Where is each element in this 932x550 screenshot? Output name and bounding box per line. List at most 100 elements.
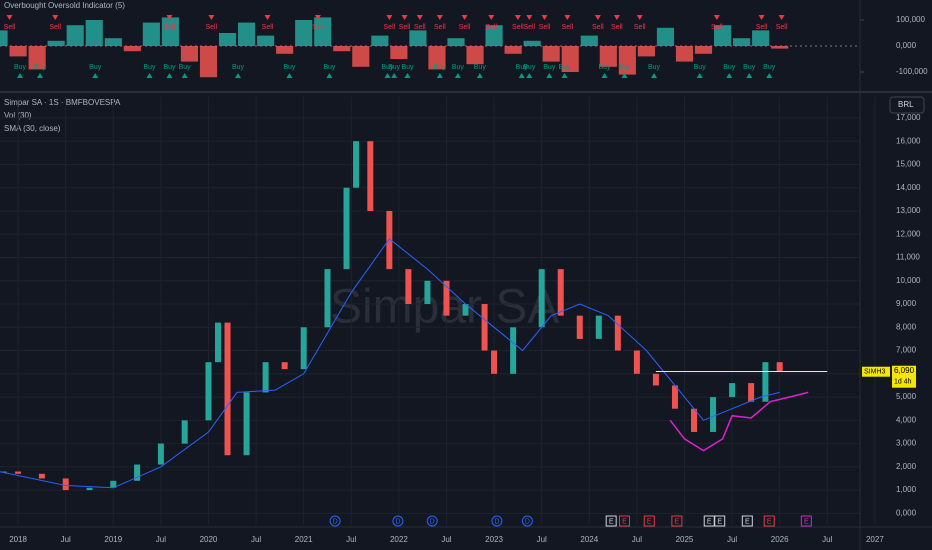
sell-marker — [314, 15, 321, 20]
buy-label: Buy — [763, 64, 776, 71]
buy-marker — [696, 73, 703, 78]
symbol: SIMH3 — [864, 369, 886, 376]
candle — [652, 373, 659, 386]
candle — [691, 408, 698, 432]
buy-marker — [234, 73, 241, 78]
buy-label: Buy — [283, 64, 296, 71]
x-tick-label: 2019 — [104, 535, 122, 544]
event-marker — [521, 515, 533, 527]
osc-bar — [694, 46, 713, 54]
y-tick-label: 5,000 — [896, 392, 917, 401]
osc-bar — [276, 46, 294, 54]
x-tick-label: 2020 — [200, 535, 218, 544]
osc-bar — [352, 46, 370, 67]
sell-label: Sell — [562, 24, 574, 31]
currency[interactable]: BRL — [898, 100, 914, 109]
buy-marker — [621, 73, 628, 78]
x-tick-label: Jul — [441, 535, 451, 544]
buy-label: Buy — [618, 64, 631, 71]
sell-marker — [416, 15, 423, 20]
osc-bar — [47, 40, 65, 46]
candle — [710, 397, 717, 432]
osc-bar — [85, 20, 103, 46]
candle — [38, 473, 45, 479]
currency-box[interactable] — [889, 96, 925, 114]
candle — [557, 269, 564, 316]
y-tick-label: 9,000 — [896, 299, 917, 308]
sell-label: Sell — [414, 24, 426, 31]
osc-bar — [161, 17, 179, 46]
y-tick-label: 2,000 — [896, 462, 917, 471]
y-tick-label: 10,000 — [896, 276, 921, 285]
osc-bar — [580, 35, 598, 46]
sell-label: Sell — [776, 24, 788, 31]
candle — [224, 322, 231, 456]
sell-label: Sell — [312, 24, 324, 31]
sell-marker — [461, 15, 468, 20]
event-marker — [741, 515, 753, 527]
buy-marker — [286, 73, 293, 78]
candle — [491, 350, 498, 374]
symbol-tag — [862, 366, 890, 377]
y-tick-label: 0,000 — [896, 41, 917, 50]
osc-bar — [257, 35, 275, 46]
buy-label: Buy — [34, 64, 47, 71]
buy-label: Buy — [743, 64, 756, 71]
osc-bar — [180, 46, 199, 62]
candle — [215, 322, 222, 363]
osc-bar — [409, 30, 427, 46]
y-tick-label: 16,000 — [896, 136, 921, 145]
osc-bar — [466, 46, 484, 65]
buy-marker — [601, 73, 608, 78]
y-tick-label: 7,000 — [896, 346, 917, 355]
buy-marker — [726, 73, 733, 78]
event-label: E — [622, 518, 627, 525]
event-marker — [643, 515, 655, 527]
x-tick-label: 2023 — [485, 535, 503, 544]
osc-bar — [428, 46, 446, 70]
osc-bar — [713, 25, 732, 46]
y-tick-label: -100,000 — [896, 67, 928, 76]
osc-bar — [104, 38, 122, 46]
event-marker — [392, 515, 404, 527]
candle — [367, 141, 374, 211]
buy-marker — [326, 73, 333, 78]
event-marker — [763, 515, 775, 527]
buy-marker — [404, 73, 411, 78]
osc-bar — [66, 25, 84, 46]
osc-bar — [199, 46, 218, 78]
sell-marker — [613, 15, 620, 20]
buy-label: Buy — [14, 64, 27, 71]
event-label: E — [745, 518, 750, 525]
sell-marker — [514, 15, 521, 20]
event-label: E — [804, 518, 809, 525]
sell-marker — [526, 15, 533, 20]
osc-bar — [28, 46, 46, 70]
candle — [134, 464, 141, 481]
buy-label: Buy — [232, 64, 245, 71]
osc-title: Overbought Oversold Indicator (5) — [4, 1, 125, 10]
x-tick-label: Jul — [346, 535, 356, 544]
sell-label: Sell — [539, 24, 551, 31]
y-tick-label: 13,000 — [896, 206, 921, 215]
event-label: E — [675, 518, 680, 525]
buy-label: Buy — [648, 64, 661, 71]
event-label: E — [707, 518, 712, 525]
osc-bar — [390, 46, 408, 59]
sell-label: Sell — [384, 24, 396, 31]
candle — [748, 383, 755, 402]
candle — [576, 315, 583, 339]
candle — [262, 362, 269, 393]
buy-label: Buy — [516, 64, 529, 71]
osc-bar — [314, 17, 332, 46]
candle — [762, 362, 769, 402]
buy-marker — [454, 73, 461, 78]
y-tick-label: 17,000 — [896, 113, 921, 122]
x-tick-label: Jul — [537, 535, 547, 544]
buy-marker — [766, 73, 773, 78]
buy-label: Buy — [694, 64, 707, 71]
event-label: D — [525, 518, 530, 525]
sell-marker — [636, 15, 643, 20]
osc-bar — [637, 46, 655, 57]
candle — [324, 269, 331, 328]
